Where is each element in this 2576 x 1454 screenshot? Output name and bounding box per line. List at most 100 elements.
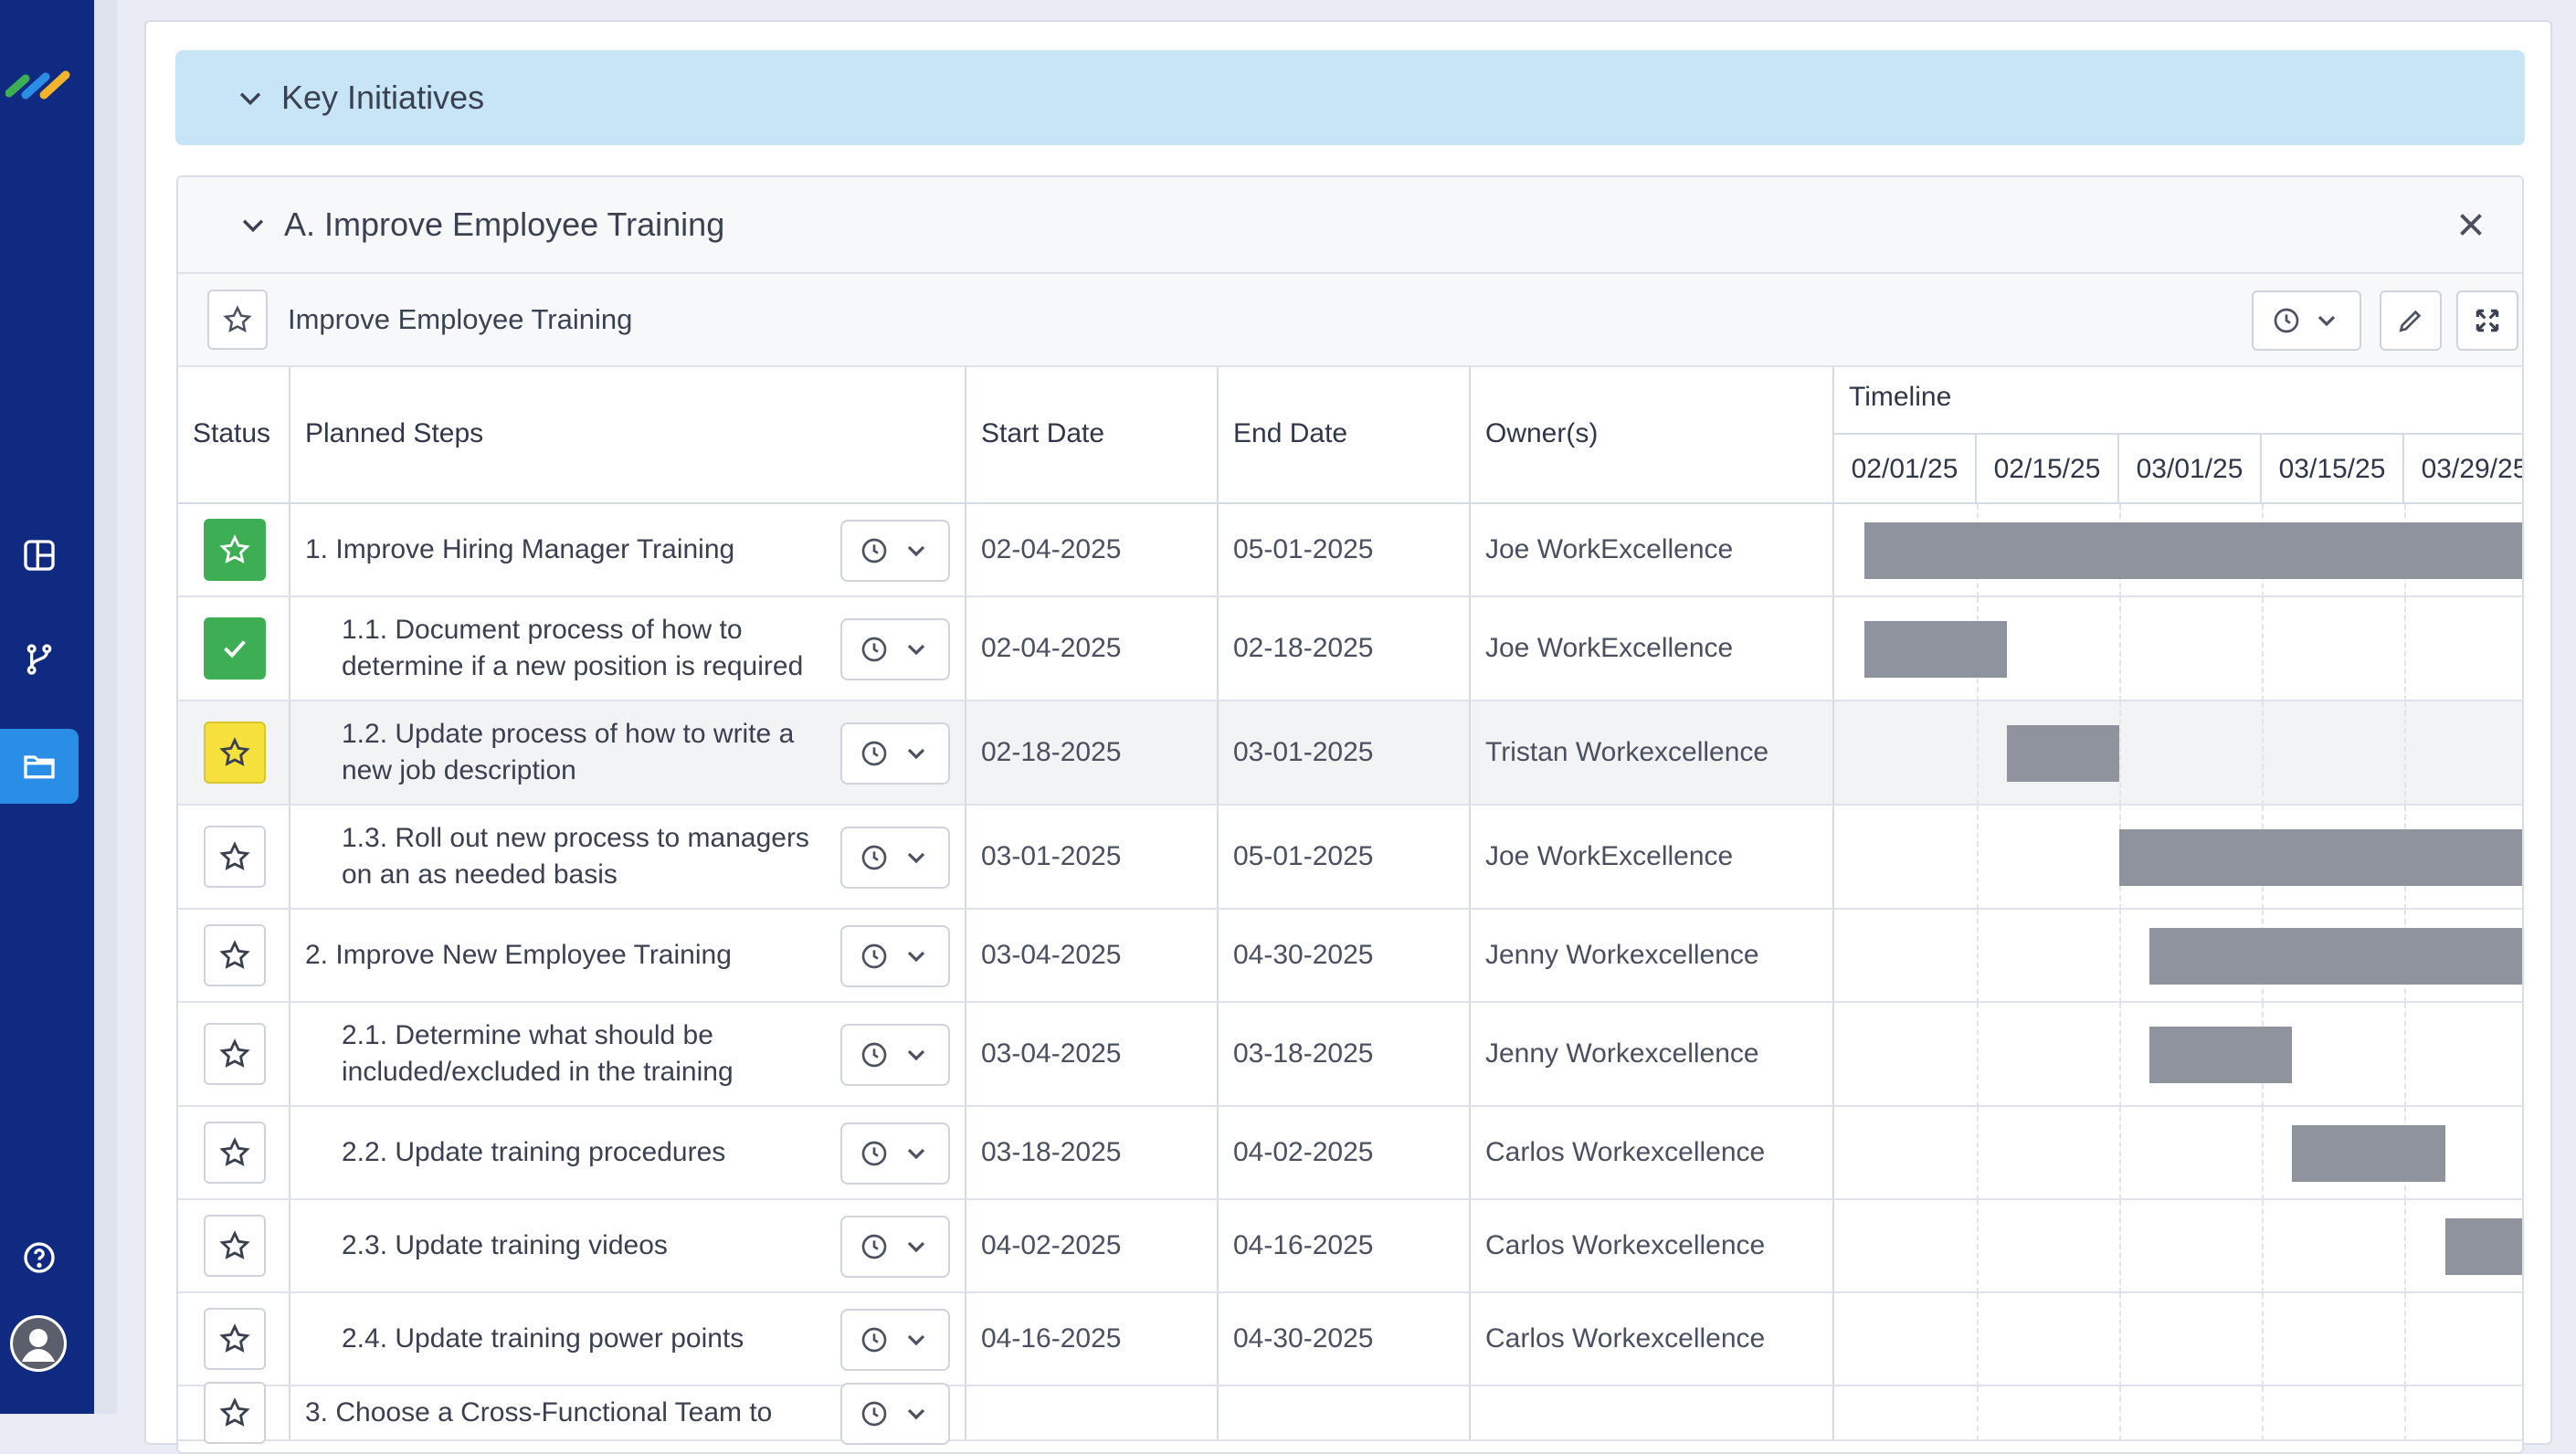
status-button[interactable]	[203, 1023, 266, 1085]
end-date-cell: 04-30-2025	[1233, 1323, 1374, 1354]
status-button[interactable]	[203, 1382, 266, 1444]
planned-step-label[interactable]: 2.2. Update training procedures	[342, 1134, 725, 1171]
section-title: Key Initiatives	[281, 79, 485, 116]
column-divider	[1832, 504, 1834, 595]
gantt-bar[interactable]	[2292, 1125, 2445, 1182]
favorite-button[interactable]	[207, 290, 268, 350]
planned-step-label[interactable]: 2.4. Update training power points	[342, 1321, 744, 1357]
start-date-cell: 02-04-2025	[981, 633, 1122, 663]
initiative-title: A. Improve Employee Training	[284, 205, 725, 243]
step-history-dropdown[interactable]	[840, 520, 950, 582]
gantt-bar[interactable]	[2119, 829, 2522, 886]
folder-nav-button[interactable]	[0, 729, 79, 804]
planned-step-label[interactable]: 2.1. Determine what should be included/ex…	[342, 1017, 734, 1090]
step-history-dropdown[interactable]	[840, 1309, 950, 1371]
table-row[interactable]: 2.3. Update training videos 04-02-2025 04…	[178, 1200, 2522, 1293]
table-row[interactable]: 1. Improve Hiring Manager Training 02-04…	[178, 504, 2522, 597]
gantt-bar[interactable]	[1864, 621, 2008, 678]
status-cell	[178, 1200, 290, 1291]
status-button[interactable]	[203, 826, 266, 888]
step-history-dropdown[interactable]	[840, 1216, 950, 1278]
table-row[interactable]: 1.2. Update process of how to write a new…	[178, 701, 2522, 806]
status-button[interactable]	[203, 1308, 266, 1370]
status-button[interactable]	[203, 617, 266, 680]
gantt-bar[interactable]	[2149, 1027, 2293, 1083]
close-icon[interactable]	[2455, 208, 2487, 241]
owner-cell: Jenny Workexcellence	[1485, 940, 1759, 970]
timeline-gridline	[1977, 701, 1979, 806]
gantt-bar[interactable]	[2444, 1218, 2522, 1275]
planned-step-label[interactable]: 1.1. Document process of how to determine…	[342, 612, 803, 685]
status-button[interactable]	[203, 722, 266, 784]
history-dropdown-button[interactable]	[2252, 290, 2361, 351]
planned-step-label[interactable]: 3. Choose a Cross-Functional Team to	[305, 1395, 772, 1431]
planned-step-label[interactable]: 1. Improve Hiring Manager Training	[305, 532, 734, 568]
clock-icon	[861, 1234, 887, 1259]
column-divider	[1217, 701, 1219, 804]
timeline-gridline	[1977, 1386, 1979, 1441]
gantt-bar[interactable]	[2007, 725, 2119, 782]
chevron-down-icon	[2317, 315, 2336, 327]
gantt-bar[interactable]	[2149, 928, 2522, 985]
column-divider	[1832, 1107, 1834, 1198]
column-divider	[1217, 1107, 1219, 1198]
table-row[interactable]: 2.4. Update training power points 04-16-…	[178, 1293, 2522, 1386]
header-status[interactable]: Status	[193, 418, 271, 448]
header-owners[interactable]: Owner(s)	[1485, 418, 1599, 448]
table-row[interactable]: 1.3. Roll out new process to managers on …	[178, 806, 2522, 910]
initiative-header[interactable]: A. Improve Employee Training	[178, 177, 2522, 274]
planned-step-label[interactable]: 2. Improve New Employee Training	[305, 937, 732, 974]
edit-button[interactable]	[2380, 290, 2442, 351]
table-row[interactable]: 2.1. Determine what should be included/ex…	[178, 1003, 2522, 1107]
planned-step-label[interactable]: 2.3. Update training videos	[342, 1227, 668, 1264]
column-divider	[1832, 1386, 1834, 1439]
step-history-dropdown[interactable]	[840, 722, 950, 785]
planned-step-line: determine if a new position is required	[342, 651, 804, 681]
header-planned-steps[interactable]: Planned Steps	[305, 418, 484, 448]
table-row[interactable]: 2.2. Update training procedures 03-18-20…	[178, 1107, 2522, 1200]
step-history-dropdown[interactable]	[840, 1024, 950, 1086]
step-history-dropdown[interactable]	[840, 618, 950, 680]
status-cell	[178, 597, 290, 700]
status-cell	[178, 701, 290, 804]
gantt-bar[interactable]	[1864, 522, 2522, 579]
step-history-dropdown[interactable]	[840, 827, 950, 889]
rail-divider	[94, 0, 117, 1414]
logo-icon[interactable]	[5, 60, 73, 106]
status-cell	[178, 504, 290, 595]
planned-step-line: on an as needed basis	[342, 859, 618, 890]
status-button[interactable]	[203, 924, 266, 986]
column-divider	[965, 1003, 966, 1105]
chevron-down-icon[interactable]	[235, 206, 271, 243]
help-nav-button[interactable]	[0, 1220, 79, 1295]
star-icon	[223, 305, 252, 332]
chevron-down-icon	[907, 1334, 925, 1346]
dashboard-nav-button[interactable]	[0, 518, 79, 593]
table-row[interactable]: 2. Improve New Employee Training 03-04-2…	[178, 910, 2522, 1003]
star-icon	[218, 940, 250, 969]
chevron-down-icon	[907, 1408, 925, 1420]
step-history-dropdown[interactable]	[840, 1383, 950, 1445]
branch-nav-button[interactable]	[0, 622, 79, 697]
column-divider	[289, 597, 290, 700]
planned-step-line: 1. Improve Hiring Manager Training	[305, 534, 735, 564]
column-divider	[1217, 806, 1219, 908]
step-history-dropdown[interactable]	[840, 925, 950, 987]
status-button[interactable]	[203, 1122, 266, 1184]
planned-step-label[interactable]: 1.2. Update process of how to write a new…	[342, 716, 794, 789]
status-button[interactable]	[203, 519, 266, 581]
user-avatar[interactable]	[10, 1315, 67, 1372]
table-row[interactable]: 1.1. Document process of how to determine…	[178, 597, 2522, 701]
user-avatar-icon	[13, 1318, 64, 1369]
step-history-dropdown[interactable]	[840, 1122, 950, 1185]
expand-button[interactable]	[2456, 290, 2518, 351]
section-header-key-initiatives[interactable]: Key Initiatives	[175, 50, 2525, 145]
status-button[interactable]	[203, 1215, 266, 1277]
timeline-gridline	[1977, 806, 1979, 910]
header-end-date[interactable]: End Date	[1233, 418, 1348, 448]
chevron-down-icon[interactable]	[232, 79, 269, 116]
end-date-cell: 03-01-2025	[1233, 737, 1374, 767]
header-start-date[interactable]: Start Date	[981, 418, 1105, 448]
table-row[interactable]: 3. Choose a Cross-Functional Team to	[178, 1382, 2522, 1445]
planned-step-label[interactable]: 1.3. Roll out new process to managers on …	[342, 820, 809, 893]
